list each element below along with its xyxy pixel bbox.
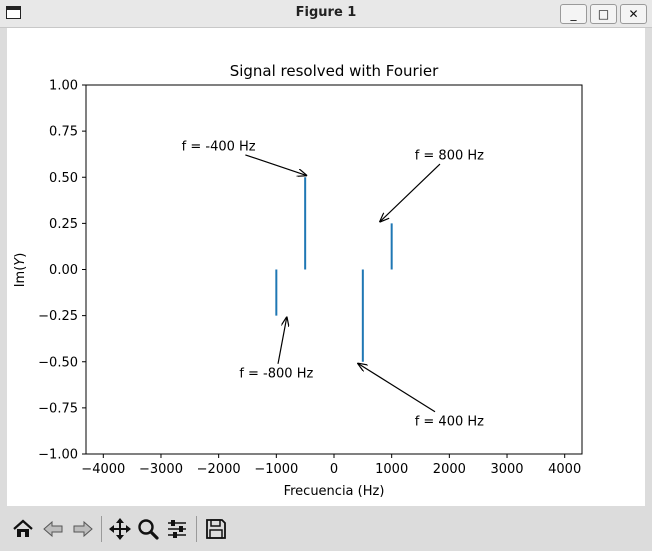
y-tick-label: 0.50: [49, 171, 78, 186]
back-button[interactable]: [40, 516, 66, 542]
toolbar-separator: [101, 516, 102, 542]
figure-canvas[interactable]: Signal resolved with Fourier f = -400 Hz…: [7, 28, 645, 506]
navigation-toolbar: [0, 508, 652, 551]
window-titlebar: Figure 1 _ □ ✕: [0, 0, 652, 28]
save-icon: [206, 519, 226, 539]
y-tick-label: 0.75: [49, 125, 78, 140]
back-icon: [43, 520, 63, 538]
x-tick-label: −3000: [139, 462, 183, 477]
forward-button[interactable]: [70, 516, 96, 542]
annotation-arrow: [277, 317, 287, 364]
y-tick-label: 0.25: [49, 217, 78, 232]
configure-subplots-button[interactable]: [164, 516, 190, 542]
x-tick-label: −2000: [197, 462, 241, 477]
x-tick-label: 1000: [375, 462, 408, 477]
y-axis-label-part: Im(: [13, 266, 28, 288]
y-tick-label: −0.25: [38, 309, 78, 324]
x-tick-label: 4000: [548, 462, 581, 477]
y-tick-label: −1.00: [38, 448, 78, 463]
save-button[interactable]: [203, 516, 229, 542]
home-button[interactable]: [10, 516, 36, 542]
y-axis-label-variable: Y: [13, 257, 28, 266]
annotation-label: f = -800 Hz: [239, 366, 313, 381]
annotation-arrow: [380, 163, 441, 221]
window-title: Figure 1: [295, 5, 357, 20]
pan-icon: [109, 518, 131, 540]
y-tick-label: 1.00: [49, 79, 78, 94]
configure-subplots-icon: [168, 520, 186, 538]
minimize-button[interactable]: _: [560, 4, 587, 24]
home-icon: [13, 519, 33, 537]
maximize-button[interactable]: □: [590, 4, 617, 24]
x-tick-label: 3000: [490, 462, 523, 477]
x-axis-label: Frecuencia (Hz): [284, 484, 385, 499]
x-tick-label: −1000: [254, 462, 298, 477]
forward-icon: [73, 520, 93, 538]
x-tick-label: 2000: [433, 462, 466, 477]
annotation-label: f = -400 Hz: [182, 139, 256, 154]
pan-button[interactable]: [107, 516, 133, 542]
chart: Signal resolved with Fourier f = -400 Hz…: [13, 62, 583, 499]
close-button[interactable]: ✕: [620, 4, 647, 24]
window-app-icon: [6, 6, 21, 19]
annotation-arrow: [245, 154, 306, 176]
y-tick-label: −0.75: [38, 401, 78, 416]
toolbar-separator: [196, 516, 197, 542]
zoom-icon: [138, 519, 159, 540]
annotation-arrow: [358, 364, 436, 413]
y-tick-label: 0.00: [49, 263, 78, 278]
y-axis-label-part: ): [13, 253, 28, 258]
x-tick-label: −4000: [81, 462, 125, 477]
zoom-button[interactable]: [135, 516, 161, 542]
annotation-label: f = 400 Hz: [415, 414, 484, 429]
y-axis-label: Im(Y): [13, 253, 28, 288]
x-tick-label: 0: [330, 462, 338, 477]
plot-frame: [85, 84, 583, 455]
chart-title: Signal resolved with Fourier: [230, 62, 439, 80]
y-tick-label: −0.50: [38, 355, 78, 370]
annotation-label: f = 800 Hz: [415, 149, 484, 164]
